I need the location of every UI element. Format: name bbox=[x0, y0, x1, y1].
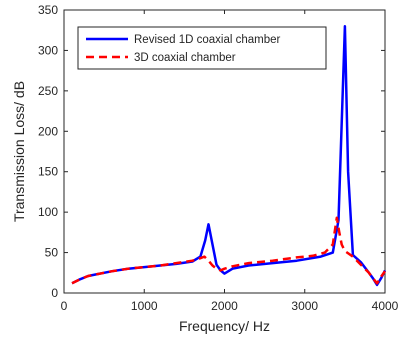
x-tick-label: 4000 bbox=[372, 299, 399, 313]
x-tick-label: 3000 bbox=[291, 299, 318, 313]
y-axis-title: Transmission Loss/ dB bbox=[11, 81, 27, 222]
y-tick-label: 350 bbox=[38, 3, 58, 17]
x-tick-label: 1000 bbox=[131, 299, 158, 313]
y-tick-label: 0 bbox=[51, 286, 58, 300]
y-tick-label: 300 bbox=[38, 43, 58, 57]
x-tick-label: 0 bbox=[61, 299, 68, 313]
x-axis-title: Frequency/ Hz bbox=[179, 318, 270, 334]
legend: Revised 1D coaxial chamber 3D coaxial ch… bbox=[78, 27, 326, 69]
y-tick-label: 250 bbox=[38, 84, 58, 98]
x-tick-label: 2000 bbox=[211, 299, 238, 313]
y-tick-label: 200 bbox=[38, 124, 58, 138]
y-tick-label: 150 bbox=[38, 165, 58, 179]
y-tick-label: 100 bbox=[38, 205, 58, 219]
legend-label-revised-1d: Revised 1D coaxial chamber bbox=[134, 34, 281, 46]
y-tick-label: 50 bbox=[45, 246, 59, 260]
legend-label-3d: 3D coaxial chamber bbox=[134, 52, 236, 64]
